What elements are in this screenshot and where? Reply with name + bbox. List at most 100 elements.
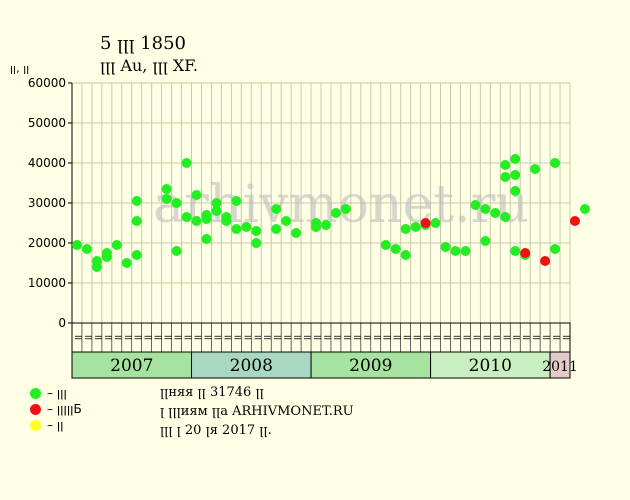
- year-label: 2007: [110, 356, 153, 376]
- year-band: [71, 351, 193, 379]
- legend-dot-unsold: [30, 403, 41, 415]
- month-label: ꞁꞁ: [292, 335, 302, 340]
- data-point: [510, 246, 521, 256]
- month-label: ꞁꞁ: [372, 335, 382, 340]
- y-tick-label: 30000: [28, 196, 66, 210]
- month-label: ꞁꞁ: [461, 335, 471, 340]
- data-point: [311, 218, 322, 228]
- note-source: ꞁ ꞁꞁꞁиям ꞁꞁа ARHIVMONET.RU: [160, 404, 354, 419]
- data-point: [390, 244, 401, 254]
- data-point: [460, 246, 471, 256]
- legend-label-unsold: – ꞁꞁꞁꞁꞁБ: [47, 402, 82, 416]
- month-label: ꞁꞁ: [133, 335, 143, 340]
- year-label: 2010: [469, 356, 512, 376]
- data-point: [271, 224, 282, 234]
- month-label: ꞁꞁ: [392, 335, 402, 340]
- data-point: [400, 250, 411, 260]
- data-point: [111, 240, 122, 250]
- data-point: [71, 240, 82, 250]
- month-label: ꞁꞁ: [232, 335, 242, 340]
- data-point: [480, 236, 491, 246]
- scatter-chart: 0100002000030000400005000060000arhivmone…: [28, 76, 590, 379]
- data-point: [410, 222, 421, 232]
- data-point: [430, 218, 441, 228]
- data-point: [550, 158, 561, 168]
- month-label: ꞁꞁ: [282, 335, 292, 340]
- data-point: [121, 258, 132, 268]
- legend-label-sold: – ꞁꞁꞁ: [47, 386, 67, 400]
- month-label: ꞁꞁ: [163, 335, 173, 340]
- month-label: ꞁꞁ: [312, 335, 322, 340]
- y-axis-label: ꞁꞁ, ꞁꞁ: [10, 62, 30, 75]
- month-label: ꞁꞁ: [183, 335, 193, 340]
- month-label: ꞁꞁ: [481, 335, 491, 340]
- month-label: ꞁꞁ: [511, 335, 521, 340]
- year-label: 2008: [230, 356, 273, 376]
- month-label: ꞁꞁ: [432, 335, 442, 340]
- month-label: ꞁꞁ: [153, 335, 163, 340]
- data-point: [510, 186, 521, 196]
- data-point: [191, 190, 202, 200]
- data-point: [161, 184, 172, 194]
- year-band: [310, 351, 432, 379]
- month-label: ꞁꞁ: [332, 335, 342, 340]
- data-point: [490, 208, 501, 218]
- month-label: ꞁꞁ: [83, 335, 93, 340]
- legend-item-unsold: – ꞁꞁꞁꞁꞁБ: [30, 401, 82, 417]
- data-point: [131, 196, 142, 206]
- month-label: ꞁꞁ: [451, 335, 461, 340]
- legend-label-other: – ꞁꞁ: [47, 418, 64, 432]
- data-point: [579, 204, 590, 214]
- chart-title: 5 ꞁꞁꞁ 1850: [100, 33, 186, 54]
- data-point: [201, 234, 212, 244]
- month-label: ꞁꞁ: [113, 335, 123, 340]
- month-label: ꞁꞁ: [272, 335, 282, 340]
- legend-dot-sold: [30, 387, 41, 399]
- data-point: [330, 208, 341, 218]
- y-tick-label: 0: [58, 316, 66, 330]
- y-tick-label: 50000: [28, 116, 66, 130]
- y-tick-label: 20000: [28, 236, 66, 250]
- data-point: [161, 194, 172, 204]
- month-label: ꞁꞁ: [362, 335, 372, 340]
- data-point: [500, 160, 511, 170]
- legend-item-sold: – ꞁꞁꞁ: [30, 385, 67, 401]
- month-label: ꞁꞁ: [521, 335, 531, 340]
- month-label: ꞁꞁ: [382, 335, 392, 340]
- month-label: ꞁꞁ: [412, 335, 422, 340]
- data-point: [281, 216, 292, 226]
- data-point: [231, 224, 242, 234]
- month-label: ꞁꞁ: [561, 335, 571, 340]
- data-point: [181, 212, 192, 222]
- data-point: [201, 210, 212, 220]
- data-point: [569, 216, 580, 226]
- data-point: [131, 250, 142, 260]
- note-average-price: ꞁꞁняя ꞁꞁ 31746 ꞁꞁ: [160, 385, 264, 400]
- month-label: ꞁꞁ: [262, 335, 272, 340]
- month-label: ꞁꞁ: [442, 335, 452, 340]
- month-label: ꞁꞁ: [173, 335, 183, 340]
- chart-subtitle: ꞁꞁꞁ Au, ꞁꞁꞁ XF.: [100, 56, 198, 75]
- month-label: ꞁꞁ: [193, 335, 203, 340]
- data-point: [510, 154, 521, 164]
- month-label: ꞁꞁ: [252, 335, 262, 340]
- month-label: ꞁꞁ: [501, 335, 511, 340]
- data-point: [530, 164, 541, 174]
- year-band: [191, 351, 312, 379]
- month-label: ꞁꞁ: [212, 335, 222, 340]
- data-point: [171, 198, 182, 208]
- legend-item-other: – ꞁꞁ: [30, 417, 64, 433]
- y-tick-label: 10000: [28, 276, 66, 290]
- legend-dot-other: [30, 419, 41, 431]
- data-point: [550, 244, 561, 254]
- year-label: 2011: [542, 359, 578, 375]
- data-point: [470, 200, 481, 210]
- note-date: ꞁꞁꞁ ꞁ 20 ꞁя 2017 ꞁꞁ.: [160, 423, 272, 438]
- data-point: [81, 244, 92, 254]
- data-point: [101, 248, 112, 258]
- month-label: ꞁꞁ: [402, 335, 412, 340]
- data-point: [221, 212, 232, 222]
- data-point: [231, 196, 242, 206]
- month-label: ꞁꞁ: [93, 335, 103, 340]
- month-label: ꞁꞁ: [103, 335, 113, 340]
